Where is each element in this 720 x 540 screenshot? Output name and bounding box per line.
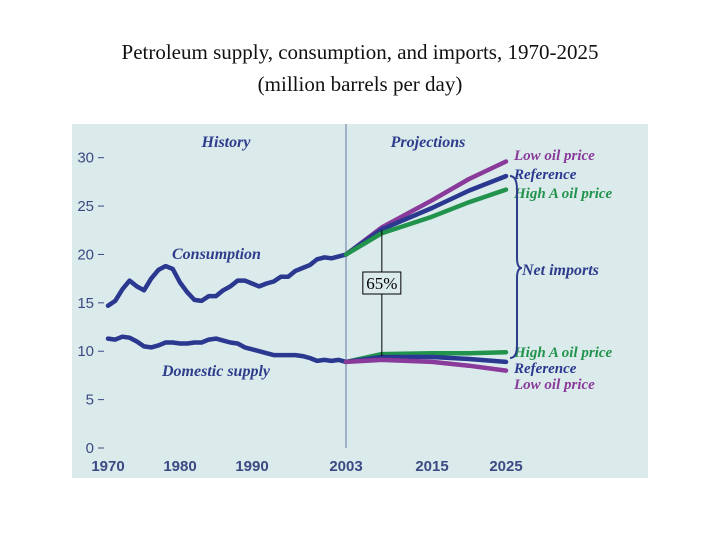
section-label-history: History	[201, 134, 252, 151]
y-tick-label: 5	[86, 392, 94, 409]
lower-legend-label: Reference	[513, 361, 577, 377]
net-imports-brace	[509, 175, 523, 359]
plot-background	[72, 124, 648, 478]
y-tick-label: 30	[77, 150, 94, 167]
chart-title: Petroleum supply, consumption, and impor…	[121, 40, 599, 64]
annotation-label: 65%	[366, 274, 397, 293]
y-tick-label: 25	[77, 198, 94, 215]
x-tick-label: 2003	[329, 458, 362, 475]
net-imports-label: Net imports	[521, 262, 599, 279]
upper-legend-label: Reference	[513, 167, 577, 183]
chart-subtitle: (million barrels per day)	[257, 72, 463, 96]
annotation-box	[362, 271, 402, 295]
series-line	[105, 334, 349, 365]
lower-legend-label: Low oil price	[513, 377, 595, 393]
section-label-projections: Projections	[390, 134, 466, 151]
x-tick-label: 1990	[235, 458, 268, 475]
y-tick-label: 10	[77, 343, 94, 360]
series-line	[343, 187, 509, 257]
consumption-label: Consumption	[172, 246, 261, 263]
x-tick-label: 2015	[415, 458, 448, 475]
y-tick-label: 20	[77, 246, 94, 263]
x-tick-label: 1980	[163, 458, 196, 475]
y-tick-label: 15	[77, 295, 94, 312]
series-line	[343, 357, 509, 373]
domestic-supply-label: Domestic supply	[161, 363, 271, 380]
upper-legend-label: High A oil price	[513, 186, 613, 202]
upper-legend-label: Low oil price	[513, 148, 595, 164]
y-tick-label: 0	[86, 440, 94, 457]
x-tick-label: 2025	[489, 458, 522, 475]
series-line	[105, 252, 349, 308]
lower-legend-label: High A oil price	[513, 345, 613, 361]
x-tick-label: 1970	[91, 458, 124, 475]
